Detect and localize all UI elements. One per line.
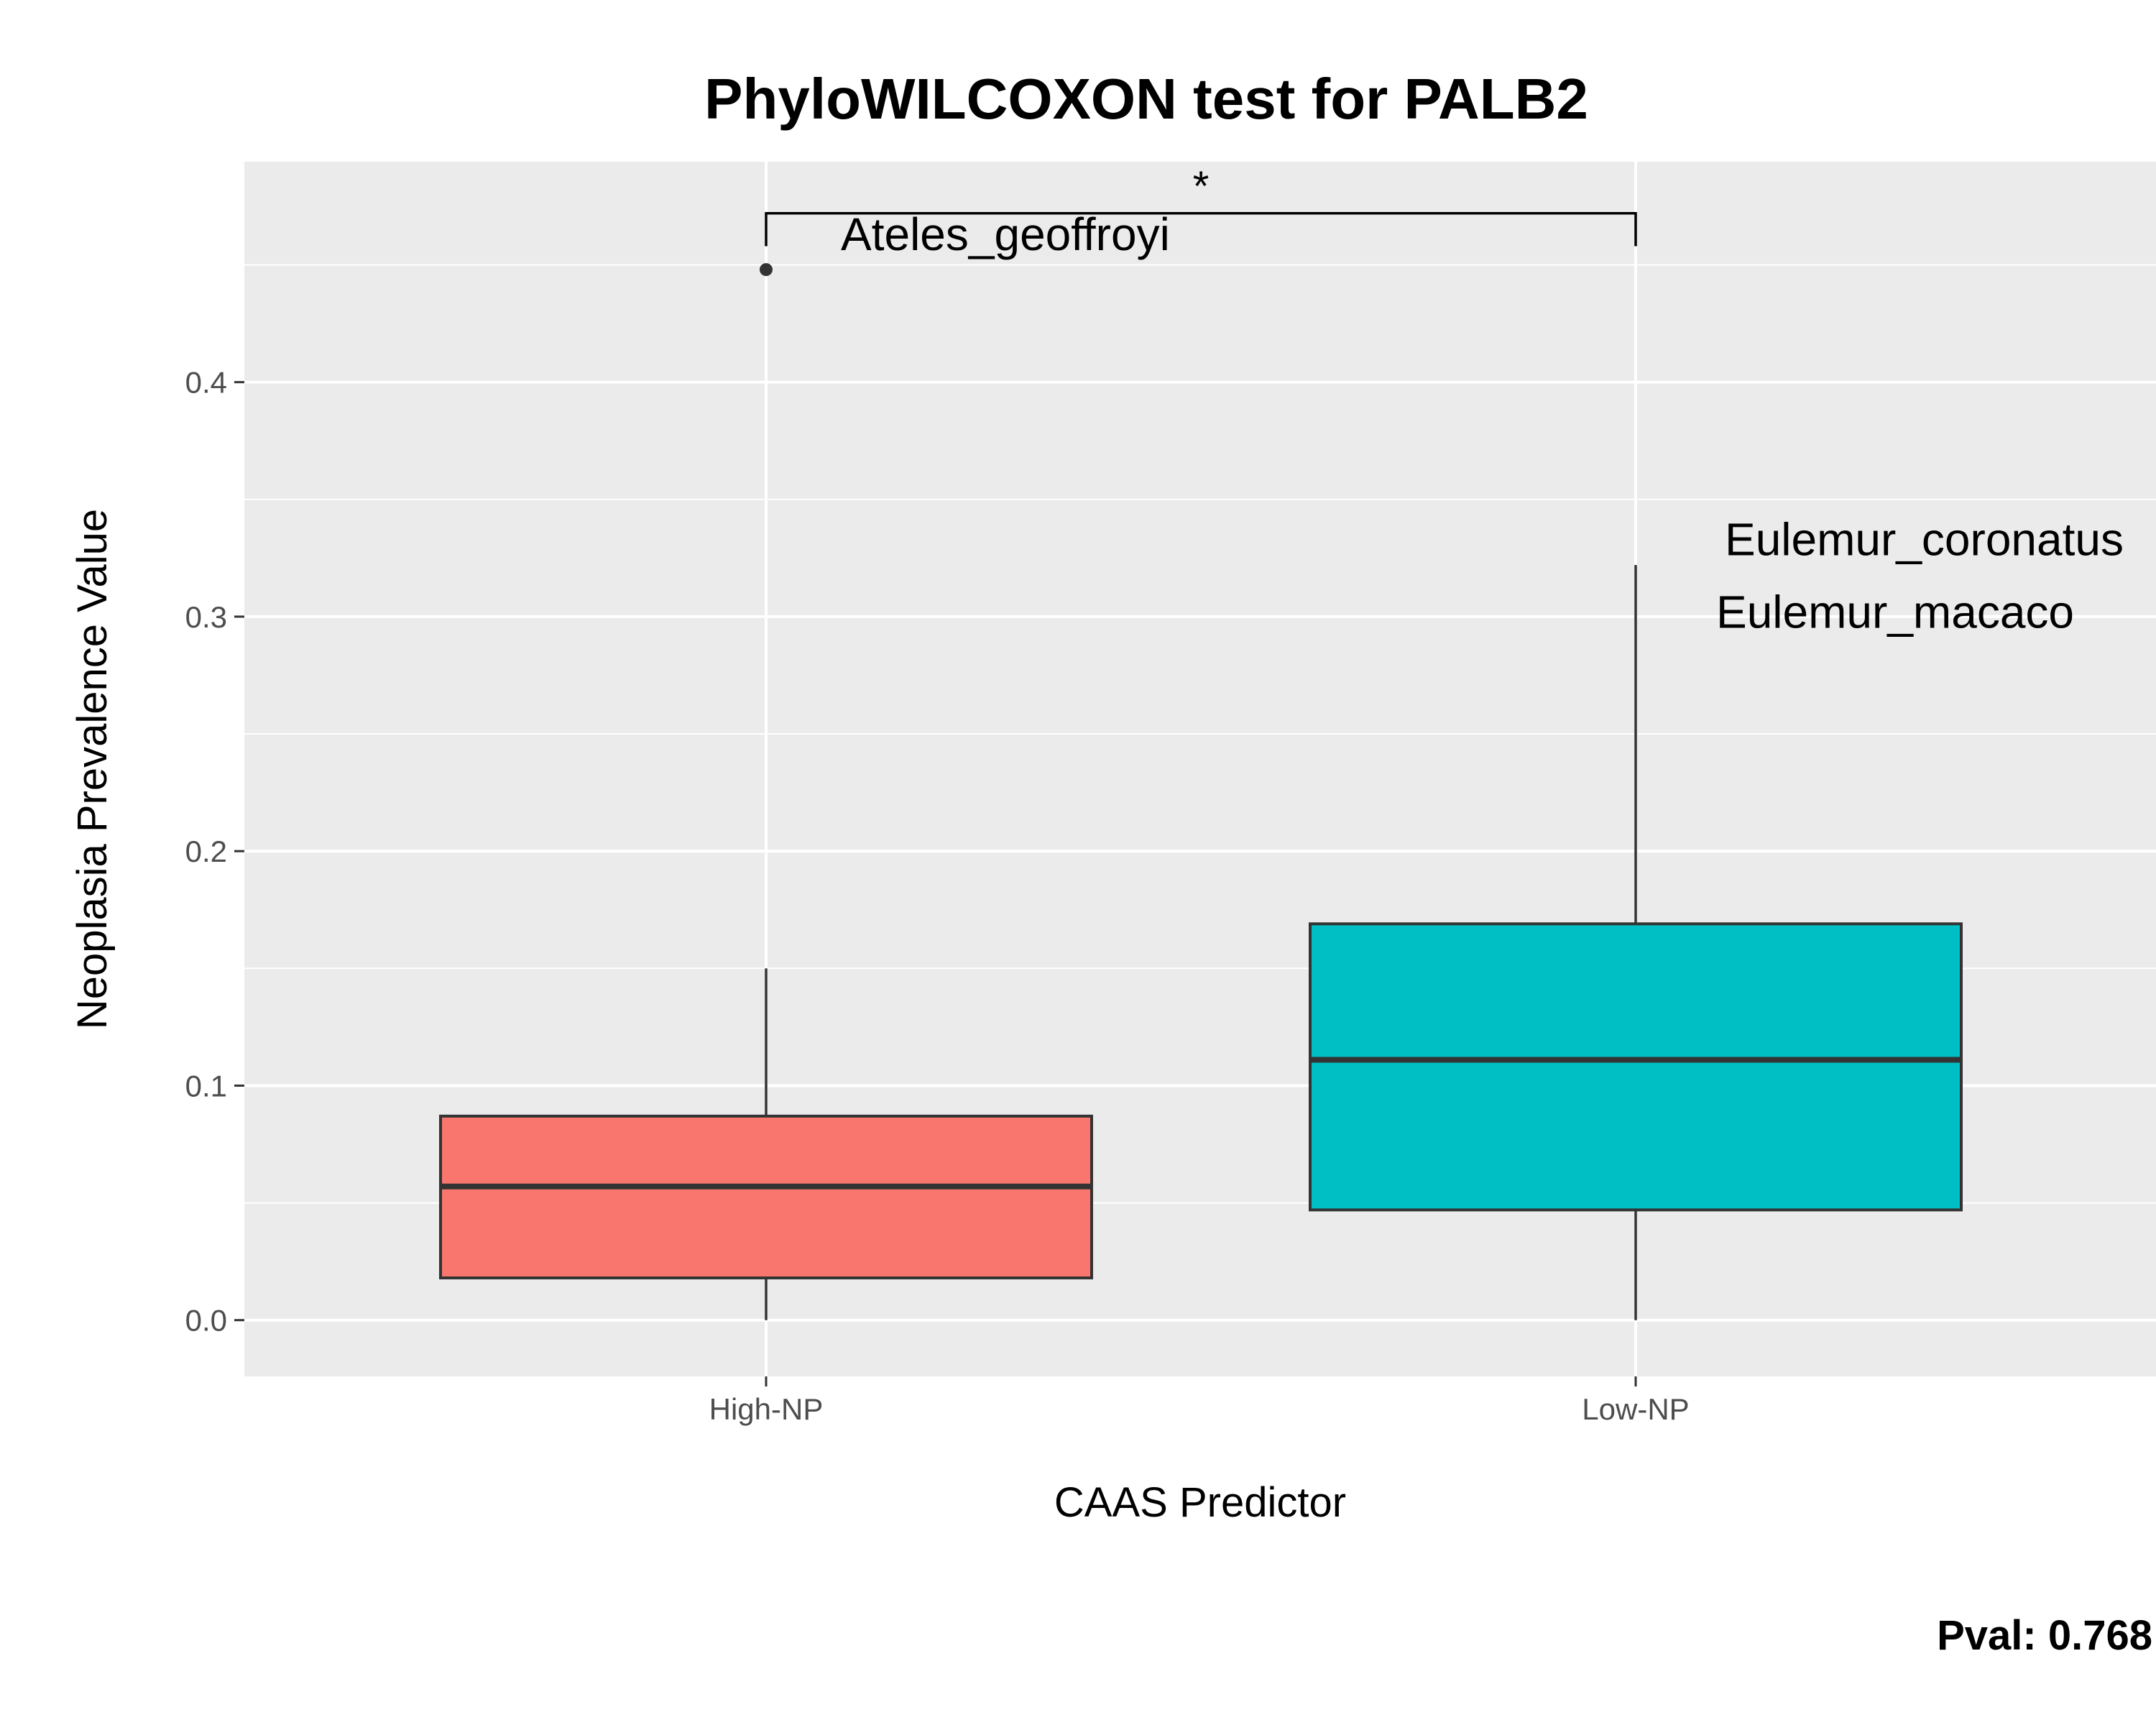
boxes <box>439 263 1963 1320</box>
y-tick-label: 0.2 <box>185 834 227 868</box>
species-label: Ateles_geoffroyi <box>841 208 1170 260</box>
y-tick-label: 0.1 <box>185 1069 227 1103</box>
x-axis-title: CAAS Predictor <box>1054 1479 1346 1526</box>
box-low-np <box>1309 922 1963 1212</box>
species-label: Eulemur_coronatus <box>1725 513 2124 565</box>
significance-star: * <box>1193 163 1210 210</box>
species-label: Eulemur_macaco <box>1716 586 2074 638</box>
y-axis-title: Neoplasia Prevalence Value <box>69 509 116 1029</box>
outlier-point-high-np <box>760 263 773 277</box>
box-high-np <box>439 1114 1093 1279</box>
x-tick-label: High-NP <box>709 1392 824 1426</box>
x-tick-label: Low-NP <box>1582 1392 1689 1426</box>
y-tick-label: 0.0 <box>185 1304 227 1338</box>
y-tick-label: 0.4 <box>185 366 227 400</box>
x-axis: High-NP Low-NP <box>709 1376 1690 1426</box>
significance-bracket: * <box>765 163 1637 247</box>
chart-title: PhyloWILCOXON test for PALB2 <box>704 67 1588 131</box>
y-axis: 0.0 0.1 0.2 0.3 0.4 <box>185 366 244 1338</box>
annotations: Ateles_geoffroyi Eulemur_coronatus Eulemur… <box>841 208 2124 638</box>
pval-label: Pval: 0.768 <box>1937 1612 2152 1659</box>
bracket-line <box>765 212 1637 247</box>
y-tick-label: 0.3 <box>185 600 227 634</box>
